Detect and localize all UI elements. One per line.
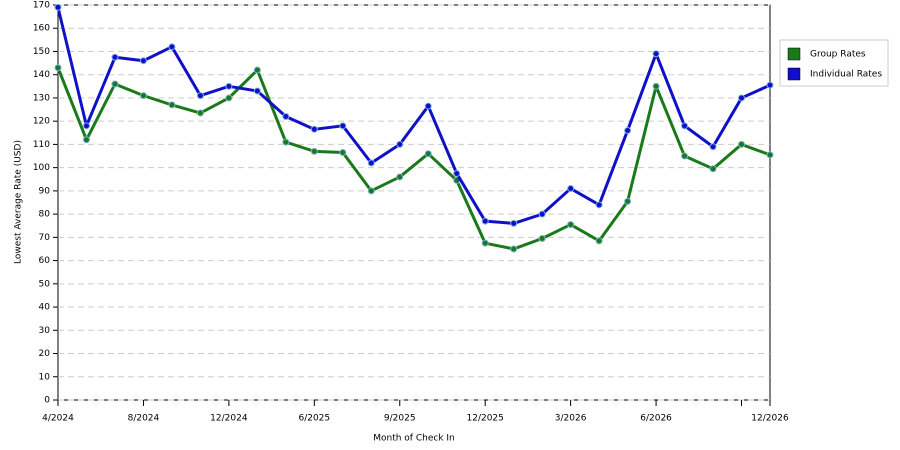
data-point (595, 201, 603, 209)
data-point (681, 122, 689, 130)
legend-swatch (787, 67, 801, 81)
y-tick-label: 140 (33, 70, 50, 80)
x-tick-label: 3/2026 (555, 414, 587, 424)
data-point (310, 147, 318, 155)
data-point (367, 187, 375, 195)
data-point (139, 92, 147, 100)
data-point (111, 80, 119, 88)
data-point (510, 245, 518, 253)
series-line (56, 6, 771, 225)
y-tick-label: 110 (33, 140, 50, 150)
x-tick-label: 4/2024 (42, 414, 74, 424)
y-tick-label: 100 (33, 163, 50, 173)
y-tick-label: 50 (39, 279, 51, 289)
y-tick-label: 60 (39, 256, 51, 266)
data-point (424, 150, 432, 158)
data-point (652, 82, 660, 90)
data-point (111, 53, 119, 61)
data-point (139, 57, 147, 65)
legend-swatch (787, 47, 801, 61)
data-point (282, 138, 290, 146)
data-point (481, 217, 489, 225)
y-axis-label: Lowest Average Rate (USD) (14, 140, 24, 264)
x-tick-label: 12/2025 (467, 414, 504, 424)
x-tick-label: 12/2024 (210, 414, 248, 424)
y-tick-label: 10 (39, 372, 51, 382)
data-point (738, 94, 746, 102)
data-point (339, 149, 347, 157)
data-point (253, 66, 261, 74)
data-point (738, 140, 746, 148)
legend-label: Individual Rates (810, 70, 882, 80)
y-tick-label: 20 (39, 349, 51, 359)
x-tick-label: 9/2025 (384, 414, 416, 424)
data-point (538, 210, 546, 218)
data-point (396, 140, 404, 148)
data-point (225, 82, 233, 90)
y-tick-label: 0 (44, 396, 50, 406)
y-tick-label: 30 (39, 326, 51, 336)
y-tick-label: 150 (33, 47, 50, 57)
data-point (766, 81, 774, 89)
y-tick-label: 160 (33, 24, 50, 34)
data-point (82, 122, 90, 130)
data-point (681, 152, 689, 160)
data-point (538, 235, 546, 243)
y-tick-label: 120 (33, 117, 50, 127)
y-tick-label: 130 (33, 93, 50, 103)
y-tick-label: 40 (39, 303, 51, 313)
data-point (652, 50, 660, 58)
data-point (595, 237, 603, 245)
data-point (624, 197, 632, 205)
data-point (510, 219, 518, 227)
data-point (709, 165, 717, 173)
data-point (709, 143, 717, 151)
legend-label: Group Rates (810, 50, 866, 60)
data-point (310, 125, 318, 133)
x-axis-label: Month of Check In (373, 434, 455, 444)
data-point (567, 221, 575, 229)
data-point (168, 43, 176, 51)
data-point (82, 136, 90, 144)
data-point (367, 159, 375, 167)
x-tick-label: 12/2026 (751, 414, 789, 424)
data-point (168, 101, 176, 109)
data-point (396, 173, 404, 181)
data-point (453, 169, 461, 177)
data-point (766, 151, 774, 159)
y-tick-label: 90 (39, 186, 51, 196)
series-line (56, 67, 771, 251)
data-point (54, 64, 62, 72)
data-point (253, 87, 261, 95)
data-point (339, 122, 347, 130)
x-tick-label: 6/2025 (298, 414, 330, 424)
y-tick-label: 70 (39, 233, 51, 243)
data-point (282, 113, 290, 121)
data-point (481, 239, 489, 247)
y-tick-label: 170 (33, 1, 50, 11)
data-point (196, 92, 204, 100)
y-tick-label: 80 (39, 210, 51, 220)
data-point (225, 94, 233, 102)
data-point (54, 3, 62, 11)
x-tick-label: 6/2026 (640, 414, 672, 424)
x-tick-label: 8/2024 (128, 414, 160, 424)
data-point (424, 102, 432, 110)
data-point (567, 185, 575, 193)
data-point (624, 126, 632, 134)
data-point (196, 109, 204, 117)
